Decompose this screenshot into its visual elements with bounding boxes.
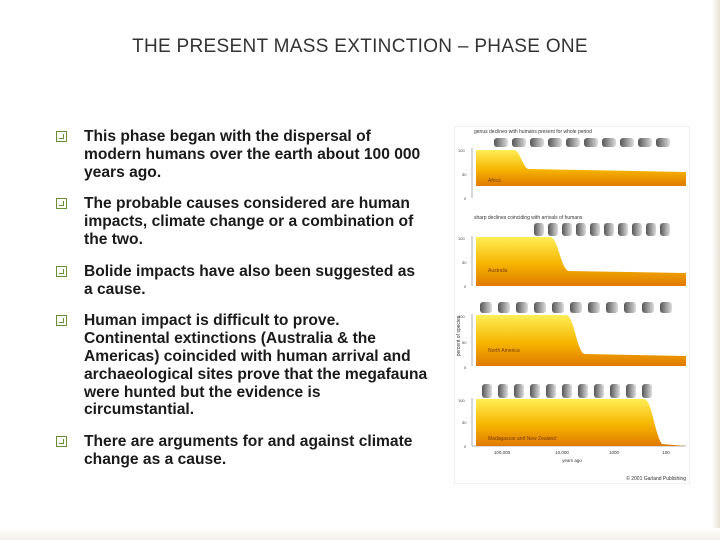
- bullet-text: The probable causes considered are human…: [84, 195, 414, 248]
- madagascar-nz-area: [476, 399, 686, 446]
- slide-border-right: [712, 0, 720, 540]
- north-america-area: [476, 315, 686, 366]
- x-tick: 100: [662, 450, 670, 455]
- checkbox-bullet-icon: [56, 265, 67, 277]
- panel-caption: genus declines with humans present for w…: [474, 129, 592, 135]
- slide-border-bottom: [0, 528, 720, 540]
- bullet-text: There are arguments for and against clim…: [84, 433, 413, 468]
- bullet-list: This phase began with the dispersal of m…: [56, 128, 428, 469]
- bullet-text: This phase began with the dispersal of m…: [84, 128, 421, 181]
- x-tick: 10,000: [555, 450, 569, 455]
- animal-silhouettes: [534, 223, 670, 236]
- y-tick: 100: [458, 148, 465, 153]
- y-tick: 50: [462, 420, 467, 425]
- checkbox-bullet-icon: [56, 198, 67, 210]
- panel-caption: sharp declines coinciding with arrivals …: [474, 215, 583, 221]
- africa-area: [476, 150, 686, 186]
- australia-area: [476, 237, 686, 286]
- animal-silhouettes: [480, 302, 672, 313]
- y-tick: 100: [458, 314, 465, 319]
- animal-silhouettes: [482, 384, 652, 398]
- panel-australia: sharp declines coinciding with arrivals …: [458, 215, 686, 289]
- region-label: Madagascar and New Zealand: [488, 436, 556, 442]
- y-tick: 0: [464, 365, 467, 370]
- bullet-item: Bolide impacts have also been suggested …: [56, 263, 428, 299]
- region-label: Australia: [488, 268, 508, 274]
- bullet-item: This phase began with the dispersal of m…: [56, 128, 428, 181]
- region-label: North America: [488, 348, 520, 354]
- copyright-text: © 2001 Garland Publishing: [626, 475, 686, 482]
- x-tick: 1000: [609, 450, 620, 455]
- checkbox-bullet-icon: [56, 131, 67, 142]
- x-axis-label: years ago: [562, 458, 582, 463]
- extinction-figure: percent of species genus declines with h…: [454, 126, 690, 484]
- panel-madagascar-nz: 100 50 0 Madagascar and New Zealand 100,…: [458, 384, 686, 463]
- region-label: Africa: [488, 178, 501, 184]
- y-tick: 100: [458, 398, 465, 403]
- y-tick: 0: [464, 284, 467, 289]
- y-tick: 50: [462, 340, 467, 345]
- slide-title: THE PRESENT MASS EXTINCTION – PHASE ONE: [132, 36, 588, 57]
- y-tick: 50: [462, 172, 467, 177]
- bullet-text: Bolide impacts have also been suggested …: [84, 262, 416, 298]
- y-tick: 50: [462, 260, 467, 265]
- y-axis-label: percent of species: [456, 315, 462, 356]
- y-tick: 0: [464, 444, 467, 449]
- panel-north-america: 100 50 0 North America: [458, 302, 686, 370]
- bullet-text: Human impact is difficult to prove. Cont…: [84, 312, 428, 419]
- x-tick: 100,000: [494, 450, 511, 455]
- bullet-item: Human impact is difficult to prove. Cont…: [56, 312, 428, 419]
- bullet-item: The probable causes considered are human…: [56, 195, 428, 248]
- checkbox-bullet-icon: [56, 436, 67, 448]
- animal-silhouettes: [494, 138, 670, 147]
- checkbox-bullet-icon: [56, 315, 67, 327]
- bullet-item: There are arguments for and against clim…: [56, 433, 428, 469]
- y-tick: 0: [464, 196, 467, 201]
- panel-africa: genus declines with humans present for w…: [458, 129, 686, 201]
- y-tick: 100: [458, 236, 465, 241]
